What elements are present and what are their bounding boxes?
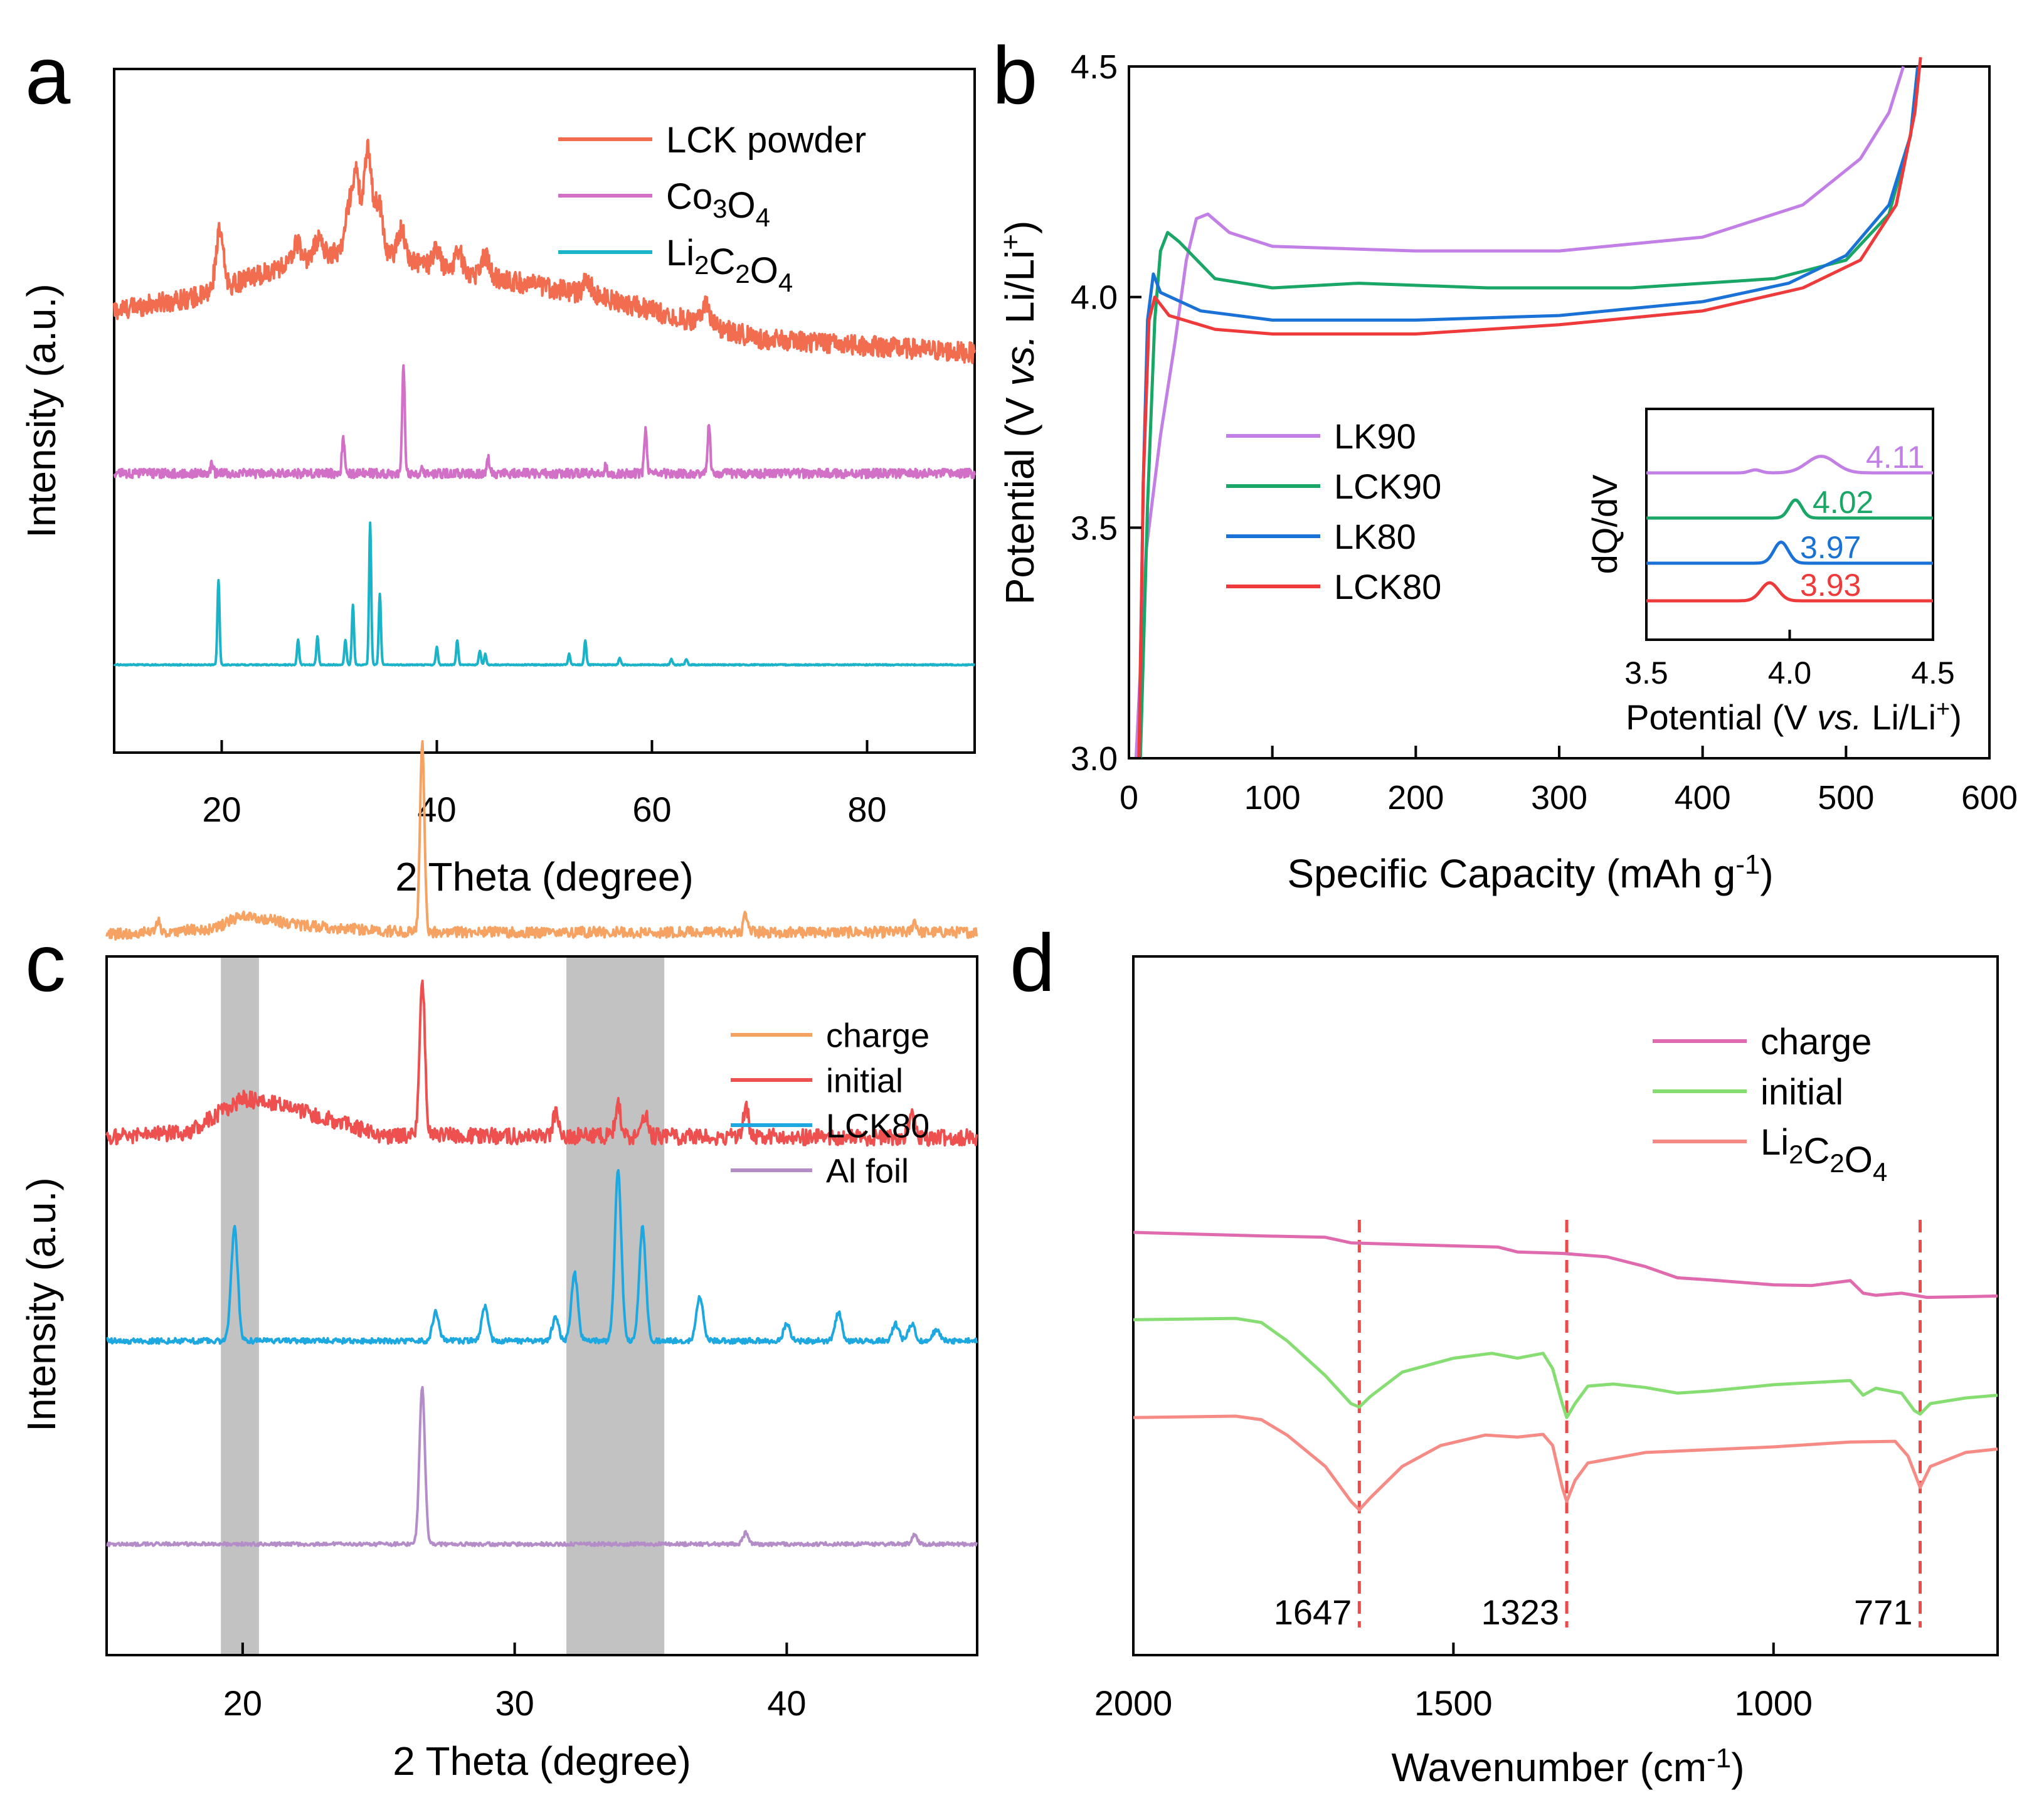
x-tick-label: 4.0 — [1768, 655, 1812, 691]
legend-label: charge — [826, 1017, 929, 1054]
x-tick-label: 1000 — [1734, 1683, 1813, 1723]
x-tick-label: 80 — [847, 790, 886, 829]
curves — [1134, 57, 1922, 759]
x-tick-label: 400 — [1675, 779, 1731, 817]
series-co3o4 — [113, 364, 976, 480]
y-axis-title: Intensity (a.u.) — [19, 283, 64, 538]
y-axis-title: Potential (V vs. Li/Li+) — [995, 221, 1042, 605]
plot-frame — [1132, 955, 1999, 1656]
x-tick-label: 500 — [1818, 779, 1874, 817]
inset-series-lck90 — [1646, 498, 1933, 520]
x-tick-label: 20 — [202, 790, 241, 829]
shaded-region — [566, 956, 665, 1655]
legend-label: LK90 — [1334, 416, 1416, 456]
curves — [113, 139, 976, 667]
inset-series-lk90 — [1646, 455, 1933, 475]
series-lck-powder — [113, 139, 976, 364]
inset-series-lck80 — [1646, 581, 1933, 603]
series-lck80 — [106, 1168, 978, 1345]
series-charge — [1133, 1231, 1998, 1299]
annotation-lines: 1647 1323 771 — [1274, 1220, 1922, 1632]
series-li2c2o4 — [113, 521, 976, 667]
y-tick-label: 3.0 — [1071, 740, 1118, 778]
inset-y-axis-title: dQ/dV — [1585, 474, 1624, 574]
x-tick-label: 3.5 — [1624, 655, 1668, 691]
panel-b: 0 100 200 300 400 500 600 3.0 3.5 4.0 4.5 Specifi… — [995, 48, 2018, 896]
series-charge — [105, 740, 978, 941]
legend-label: charge — [1761, 1022, 1872, 1062]
x-tick-label: 1500 — [1414, 1683, 1493, 1723]
series-lck80 — [1137, 57, 1922, 759]
panel-letter-d: d — [1010, 917, 1055, 1008]
inset-peak-label: 3.93 — [1800, 568, 1861, 603]
y-tick-label: 4.5 — [1071, 48, 1118, 86]
inset: 4.11 4.02 3.973.93 3.5 4.0 4.5 Potential (V … — [1585, 408, 1962, 737]
legend-label: Al foil — [826, 1152, 909, 1190]
legend-label: initial — [826, 1062, 903, 1099]
x-tick-label: 30 — [495, 1683, 534, 1723]
x-axis-title: 2 Theta (degree) — [393, 1739, 691, 1784]
panel-letter-a: a — [25, 29, 71, 121]
panel-letter-b: b — [992, 29, 1037, 121]
x-tick-label: 600 — [1961, 779, 2018, 817]
series-al-foil — [106, 1385, 978, 1547]
panel-c: 20 30 40 2 Theta (degree) Intensity (a.u.)… — [19, 740, 978, 1784]
legend: charge initial Li2C2O4 — [1653, 1022, 1887, 1187]
y-axis-title: Intensity (a.u.) — [19, 1177, 64, 1432]
x-tick-label: 0 — [1120, 779, 1138, 817]
legend-label: LK80 — [1334, 517, 1416, 556]
x-ticks: 20 30 40 — [223, 1643, 807, 1723]
series-initial — [105, 979, 978, 1147]
series-initial — [1133, 1316, 1998, 1419]
legend-label: initial — [1761, 1072, 1843, 1113]
y-ticks: 3.0 3.5 4.0 4.5 — [1071, 48, 1141, 778]
legend-label: LCK90 — [1334, 467, 1441, 506]
legend-label: Co3O4 — [666, 176, 770, 232]
legend-label: LCK80 — [826, 1107, 929, 1145]
x-tick-label: 300 — [1531, 779, 1587, 817]
panel-d: 1647 1323 771 2000 1500 1000 Wavenumber (cm-… — [1094, 955, 1999, 1790]
x-tick-label: 200 — [1387, 779, 1444, 817]
series-lk80 — [1137, 66, 1920, 759]
x-ticks: 2000 1500 1000 — [1094, 1643, 1813, 1723]
x-tick-label: 100 — [1244, 779, 1301, 817]
series-lk90 — [1134, 66, 1905, 759]
inset-x-ticks: 3.5 4.0 4.5 — [1624, 630, 1955, 691]
plot-frame — [105, 955, 978, 1656]
inset-curves: 4.11 4.02 3.973.93 — [1646, 440, 1933, 603]
x-ticks: 0 100 200 300 400 500 600 — [1120, 746, 2018, 817]
x-tick-label: 40 — [767, 1683, 806, 1723]
curves — [1133, 1231, 1998, 1511]
inset-series-lk80 — [1646, 540, 1933, 565]
y-tick-label: 3.5 — [1071, 509, 1118, 547]
annotation-label: 1647 — [1274, 1592, 1352, 1632]
inset-x-axis-title: Potential (V vs. Li/Li+) — [1626, 696, 1962, 737]
x-axis-title: Specific Capacity (mAh g-1) — [1287, 849, 1773, 896]
legend: charge initial LCK80 Al foil — [731, 1017, 929, 1190]
series-li2c2o4 — [1133, 1414, 1998, 1511]
x-tick-label: 20 — [223, 1683, 262, 1723]
x-tick-label: 4.5 — [1911, 655, 1955, 691]
x-axis-title: Wavenumber (cm-1) — [1391, 1743, 1744, 1790]
panel-letter-c: c — [25, 917, 66, 1008]
annotation-label: 771 — [1854, 1592, 1912, 1632]
inset-peak-label: 4.11 — [1866, 440, 1925, 475]
legend-label: LCK powder — [666, 120, 866, 161]
y-tick-label: 4.0 — [1071, 279, 1118, 317]
inset-peak-label: 4.02 — [1813, 485, 1873, 520]
curves — [105, 740, 978, 1547]
legend-label: LCK80 — [1334, 567, 1441, 606]
legend-label: Li2C2O4 — [666, 233, 793, 297]
annotation-label: 1323 — [1481, 1592, 1559, 1632]
x-tick-label: 60 — [632, 790, 671, 829]
inset-peak-label: 3.97 — [1800, 530, 1861, 565]
x-axis-title: 2 Theta (degree) — [395, 854, 694, 899]
x-tick-label: 2000 — [1094, 1683, 1173, 1723]
legend-label: Li2C2O4 — [1761, 1122, 1887, 1187]
legend: LK90 LCK90 LK80 LCK80 — [1226, 416, 1441, 606]
plot-frame — [113, 68, 976, 754]
